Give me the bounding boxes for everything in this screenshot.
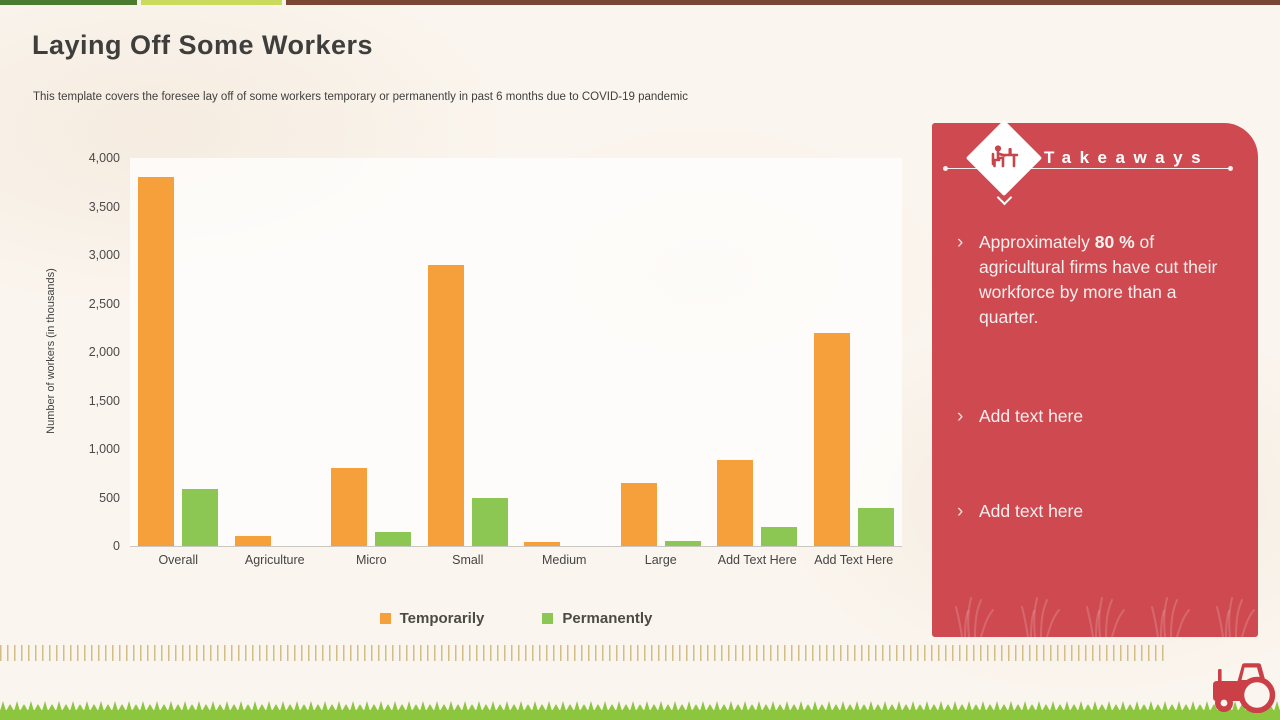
bar-permanently-5 — [664, 541, 701, 546]
bullet-marker: › — [957, 406, 964, 427]
bar-permanently-2 — [375, 531, 412, 546]
y-tick-label-3,000: 3,000 — [88, 248, 120, 262]
divider-dot-left — [943, 166, 948, 171]
legend-item-permanently: Permanently — [542, 610, 652, 627]
plot-area — [130, 158, 902, 547]
bar-group-4 — [516, 158, 613, 546]
bar-temporarily-0 — [138, 177, 175, 546]
bar-temporarily-2 — [331, 468, 368, 546]
top-bar-light-green — [141, 0, 282, 5]
takeaway-bullet: › Add text here — [957, 404, 1233, 429]
category-label-0: Overall — [158, 553, 199, 567]
bar-group-2 — [323, 158, 420, 546]
legend-swatch — [379, 613, 391, 624]
grass-strip — [0, 701, 1280, 720]
legend-swatch — [542, 613, 554, 624]
bar-group-3 — [420, 158, 517, 546]
category-label-2: Micro — [355, 553, 387, 567]
chart-legend: Temporarily Permanently — [130, 610, 902, 627]
fringe-tick-pattern — [0, 645, 1167, 661]
y-tick-label-500: 500 — [99, 490, 120, 505]
bar-permanently-0 — [182, 488, 219, 546]
y-tick-label-1,000: 1,000 — [88, 442, 120, 456]
page-title: Laying Off Some Workers — [32, 30, 374, 60]
bar-group-5 — [613, 158, 710, 546]
takeaways-panel: Takeaways › Approximately 80 % of agricu… — [932, 119, 1258, 637]
y-tick-label-1,500: 1,500 — [88, 393, 120, 408]
bar-temporarily-4 — [524, 542, 561, 546]
legend-label: Permanently — [562, 610, 653, 627]
y-tick-label-2,500: 2,500 — [88, 296, 120, 311]
y-tick-label-4,000: 4,000 — [88, 151, 120, 165]
y-tick-label-0: 0 — [113, 539, 120, 553]
y-tick-label-2,000: 2,000 — [88, 345, 120, 359]
y-axis-ticks: 0 500 1,000 1,500 2,000 2,500 3,000 3,500 4,000 — [0, 151, 120, 553]
bar-permanently-6 — [761, 526, 798, 546]
page-subtitle: This template covers the foresee lay off… — [33, 91, 688, 103]
bar-group-7 — [806, 158, 903, 546]
bar-group-0 — [130, 158, 227, 546]
x-axis-category-labels: Overall Agriculture Micro Small Medium Large A… — [130, 552, 902, 569]
bar-temporarily-3 — [427, 264, 464, 546]
bar-temporarily-7 — [813, 332, 850, 546]
takeaway-bullet: › Add text here — [957, 499, 1233, 524]
top-bar-dark-green — [0, 0, 137, 5]
category-label-1: Agriculture — [244, 553, 305, 567]
person-at-desk-icon — [991, 145, 1019, 168]
bar-permanently-3 — [471, 497, 508, 546]
bar-temporarily-5 — [620, 482, 657, 546]
category-label-3: Small — [452, 553, 484, 567]
bar-temporarily-1 — [234, 536, 271, 546]
divider-dot-right — [1228, 166, 1233, 171]
tractor-icon — [1213, 663, 1276, 713]
takeaways-divider-line — [947, 168, 1230, 169]
bullet-marker: › — [957, 232, 964, 253]
panel-grass-decoration — [955, 597, 1255, 637]
bullet-text: Add text here — [979, 406, 1084, 426]
y-tick-label-3,500: 3,500 — [88, 199, 120, 214]
category-label-5: Large — [644, 553, 677, 567]
category-label-4: Medium — [542, 553, 587, 567]
takeaways-heading: Takeaways — [1044, 148, 1210, 167]
takeaway-bullet: › Approximately 80 % of agricultural fir… — [957, 230, 1233, 330]
category-label-7: Add Text Here — [814, 553, 894, 567]
bullet-text: Approximately 80 % of agricultural firms… — [979, 232, 1218, 327]
legend-item-temporarily: Temporarily — [379, 610, 485, 627]
bar-temporarily-6 — [717, 459, 754, 546]
bar-permanently-7 — [857, 508, 894, 546]
bullet-marker: › — [957, 501, 964, 522]
legend-label: Temporarily — [399, 610, 485, 627]
bar-group-6 — [709, 158, 806, 546]
bar-group-1 — [227, 158, 324, 546]
category-label-6: Add Text Here — [717, 553, 797, 567]
top-bar-brown — [286, 0, 1280, 5]
bullet-text: Add text here — [979, 501, 1084, 521]
